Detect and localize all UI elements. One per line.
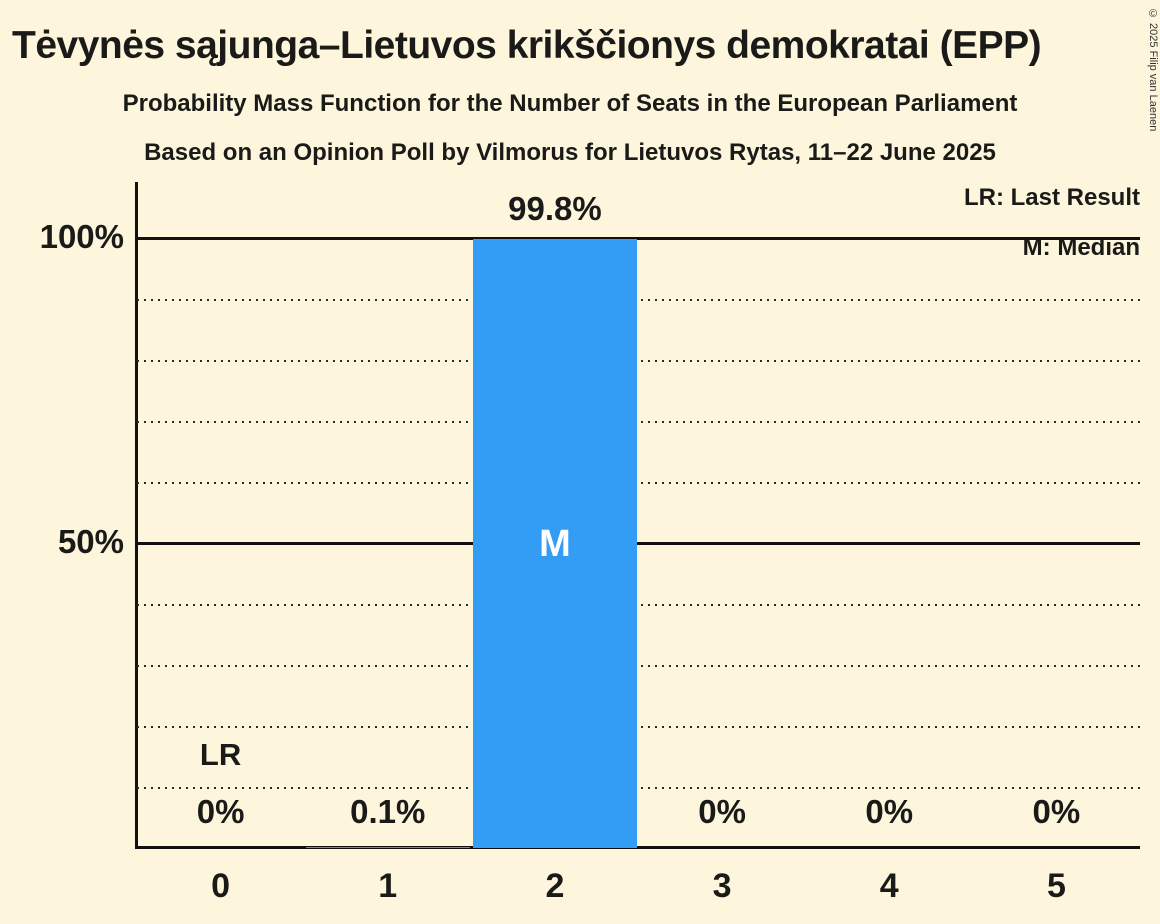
dotted-gridline [137, 726, 1140, 728]
dotted-gridline [137, 360, 1140, 362]
chart-title: Tėvynės sąjunga–Lietuvos krikščionys dem… [12, 24, 1042, 67]
solid-gridline [137, 542, 1140, 545]
last-result-label: LR [199, 737, 242, 772]
x-tick-label: 3 [712, 867, 732, 905]
copyright-text: © 2025 Filip van Laenen [1147, 8, 1159, 132]
chart-source-subtitle: Based on an Opinion Poll by Vilmorus for… [144, 139, 996, 166]
x-axis-line [135, 846, 1140, 849]
chart-subtitle: Probability Mass Function for the Number… [122, 90, 1018, 117]
y-tick-label: 50% [57, 523, 124, 560]
value-label: 0% [698, 793, 746, 830]
x-tick-label: 2 [545, 867, 565, 905]
y-axis-line [135, 182, 138, 849]
x-tick-label: 5 [1046, 867, 1066, 905]
legend-last-result: LR: Last Result [963, 184, 1140, 211]
value-label: 0.1% [350, 793, 426, 830]
value-label: 99.8% [508, 190, 602, 228]
solid-gridline [137, 237, 1140, 240]
bar [305, 847, 470, 848]
dotted-gridline [137, 482, 1140, 484]
x-tick-label: 4 [879, 867, 899, 905]
value-label: 0% [196, 793, 245, 830]
median-label: M [539, 522, 571, 565]
dotted-gridline [137, 604, 1140, 606]
dotted-gridline [137, 299, 1140, 301]
x-tick-label: 0 [211, 867, 231, 905]
dotted-gridline [137, 421, 1140, 423]
value-label: 0% [865, 793, 914, 830]
dotted-gridline [137, 787, 1140, 789]
value-label: 0% [1032, 793, 1081, 830]
y-tick-label: 100% [39, 218, 124, 255]
x-tick-label: 1 [378, 867, 398, 905]
bar [472, 239, 637, 848]
plot-area: 0% 0 LR 0.1% 1 99.8% 2 M 0% 3 0% 4 0% 5 [137, 182, 1140, 904]
dotted-gridline [137, 665, 1140, 667]
